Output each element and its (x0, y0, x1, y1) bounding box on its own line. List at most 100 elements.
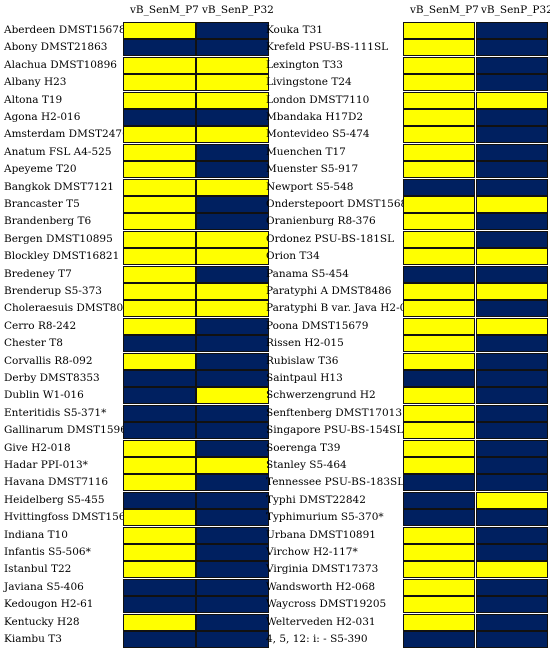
senm-cell (403, 22, 475, 39)
senp-cell (196, 422, 269, 439)
senp-cell (476, 544, 548, 561)
senm-cell (123, 144, 196, 161)
senp-cell (476, 631, 548, 648)
serovar-label: Paratyphi B var. Java H2-076 (266, 302, 420, 314)
senm-cell (123, 631, 196, 648)
serovar-label: Singapore PSU-BS-154SL (266, 424, 404, 436)
serovar-label: Krefeld PSU-BS-111SL (266, 41, 389, 53)
serovar-label: Cerro R8-242 (4, 320, 77, 332)
senm-cell (123, 283, 196, 300)
serovar-label: Livingstone T24 (266, 76, 352, 88)
senp-cell (476, 335, 548, 352)
senp-cell (196, 92, 269, 109)
senm-cell (403, 57, 475, 74)
senp-cell (196, 144, 269, 161)
serovar-label: Derby DMST8353 (4, 372, 100, 384)
senm-cell (123, 614, 196, 631)
serovar-label: Kiambu T3 (4, 633, 62, 645)
senp-cell (476, 422, 548, 439)
senm-cell (123, 179, 196, 196)
senm-cell (123, 387, 196, 404)
serovar-label: Aberdeen DMST15678 (4, 24, 126, 36)
serovar-label: Typhi DMST22842 (266, 494, 366, 506)
serovar-label: Bergen DMST10895 (4, 233, 113, 245)
senp-cell (196, 196, 269, 213)
senm-cell (403, 527, 475, 544)
senm-cell (403, 161, 475, 178)
senp-cell (196, 161, 269, 178)
senp-cell (196, 596, 269, 613)
senm-cell (403, 144, 475, 161)
serovar-label: Urbana DMST10891 (266, 529, 376, 541)
senp-cell (476, 596, 548, 613)
senm-cell (123, 161, 196, 178)
serovar-label: Anatum FSL A4-525 (4, 146, 112, 158)
serovar-label: Blockley DMST16821 (4, 250, 120, 262)
senm-cell (403, 39, 475, 56)
senm-cell (123, 109, 196, 126)
serovar-label: Welterveden H2-031 (266, 616, 376, 628)
senm-cell (123, 474, 196, 491)
senp-cell (196, 579, 269, 596)
serovar-label: Saintpaul H13 (266, 372, 343, 384)
senm-cell (123, 196, 196, 213)
senp-cell (196, 370, 269, 387)
senm-cell (123, 300, 196, 317)
serovar-label: Rubislaw T36 (266, 355, 339, 367)
serovar-label: Schwerzengrund H2 (266, 389, 376, 401)
serovar-label: Muenchen T17 (266, 146, 346, 158)
serovar-label: Alachua DMST10896 (4, 59, 117, 71)
serovar-label: 4, 5, 12: i: - S5-390 (266, 633, 368, 645)
serovar-label: Wandsworth H2-068 (266, 581, 376, 593)
senp-cell (476, 527, 548, 544)
serovar-label: Kentucky H28 (4, 616, 80, 628)
serovar-label: Chester T8 (4, 337, 63, 349)
serovar-label: Paratyphi A DMST8486 (266, 285, 392, 297)
senm-cell (403, 405, 475, 422)
senm-cell (403, 196, 475, 213)
senp-cell (196, 300, 269, 317)
senm-cell (403, 283, 475, 300)
senm-cell (403, 387, 475, 404)
senm-cell (123, 57, 196, 74)
serovar-label: Amsterdam DMST24706 (4, 128, 136, 140)
serovar-label: Oranienburg R8-376 (266, 215, 376, 227)
senm-cell (403, 596, 475, 613)
senp-cell (476, 509, 548, 526)
serovar-label: Bangkok DMST7121 (4, 181, 114, 193)
senp-cell (196, 631, 269, 648)
senp-cell (476, 57, 548, 74)
senp-cell (476, 318, 548, 335)
serovar-label: Stanley S5-464 (266, 459, 347, 471)
senp-cell (476, 405, 548, 422)
senm-cell (403, 474, 475, 491)
serovar-label: Altona T19 (4, 94, 63, 106)
senm-cell (403, 492, 475, 509)
senm-cell (123, 248, 196, 265)
senp-cell (196, 74, 269, 91)
serovar-label: Kedougon H2-61 (4, 598, 94, 610)
serovar-label: Senftenberg DMST17013 (266, 407, 403, 419)
senm-cell (123, 231, 196, 248)
senp-cell (196, 231, 269, 248)
serovar-label: Onderstepoort DMST15680 (266, 198, 414, 210)
senp-cell (476, 579, 548, 596)
serovar-label: Enteritidis S5-371* (4, 407, 107, 419)
serovar-label: Havana DMST7116 (4, 476, 109, 488)
senp-cell (476, 196, 548, 213)
senm-cell (403, 126, 475, 143)
senp-cell (476, 74, 548, 91)
header-senm-right: vB_SenM_P7 (410, 4, 479, 16)
serovar-label: Albany H23 (4, 76, 67, 88)
serovar-label: Poona DMST15679 (266, 320, 369, 332)
senp-cell (476, 561, 548, 578)
senm-cell (403, 179, 475, 196)
serovar-label: Mbandaka H17D2 (266, 111, 364, 123)
senp-cell (196, 57, 269, 74)
senm-cell (123, 405, 196, 422)
senm-cell (123, 22, 196, 39)
senp-cell (476, 370, 548, 387)
senm-cell (403, 74, 475, 91)
serovar-label: Brandenberg T6 (4, 215, 92, 227)
senm-cell (403, 266, 475, 283)
